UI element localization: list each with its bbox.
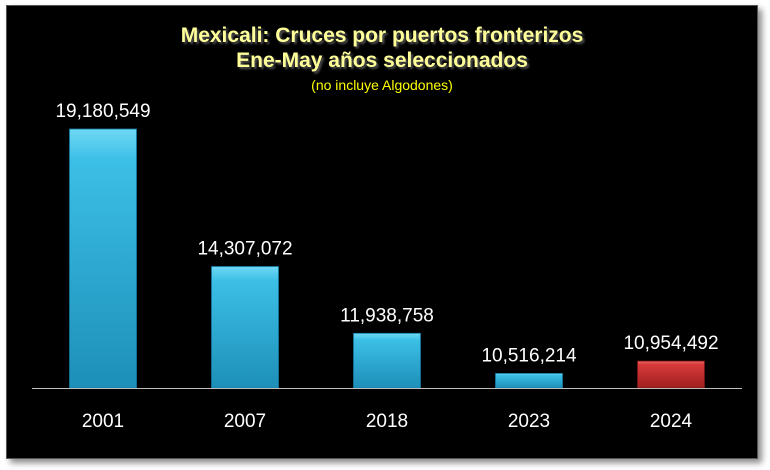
bar-2007 xyxy=(211,266,279,389)
data-label-2001: 19,180,549 xyxy=(55,101,150,122)
bar-2023 xyxy=(495,373,563,389)
x-tick-label-2024: 2024 xyxy=(650,411,693,432)
x-tick-label-2023: 2023 xyxy=(508,411,550,432)
x-tick-label-2001: 2001 xyxy=(82,411,124,432)
chart-frame: Mexicali: Cruces por puertos fronterizos… xyxy=(6,5,758,459)
chart-title-line-2: Ene-May años seleccionados xyxy=(236,49,528,72)
data-label-2023: 10,516,214 xyxy=(481,345,577,366)
data-label-2007: 14,307,072 xyxy=(197,238,292,259)
labels-layer: 19,180,549 2001 14,307,072 2007 11,938,758 20… xyxy=(55,101,718,432)
data-label-2024: 10,954,492 xyxy=(623,333,718,354)
data-label-2018: 11,938,758 xyxy=(340,305,434,326)
bars-layer xyxy=(69,128,705,389)
chart-title: Mexicali: Cruces por puertos fronterizos xyxy=(180,24,584,47)
bar-chart: 19,180,549 2001 14,307,072 2007 11,938,758 20… xyxy=(32,101,742,432)
bar-2001 xyxy=(69,128,137,389)
x-tick-label-2018: 2018 xyxy=(366,411,408,432)
bar-2024 xyxy=(637,360,705,389)
x-tick-label-2007: 2007 xyxy=(224,411,266,432)
bar-2018 xyxy=(353,332,421,389)
chart-subtitle: (no incluye Algodones) xyxy=(311,77,453,93)
